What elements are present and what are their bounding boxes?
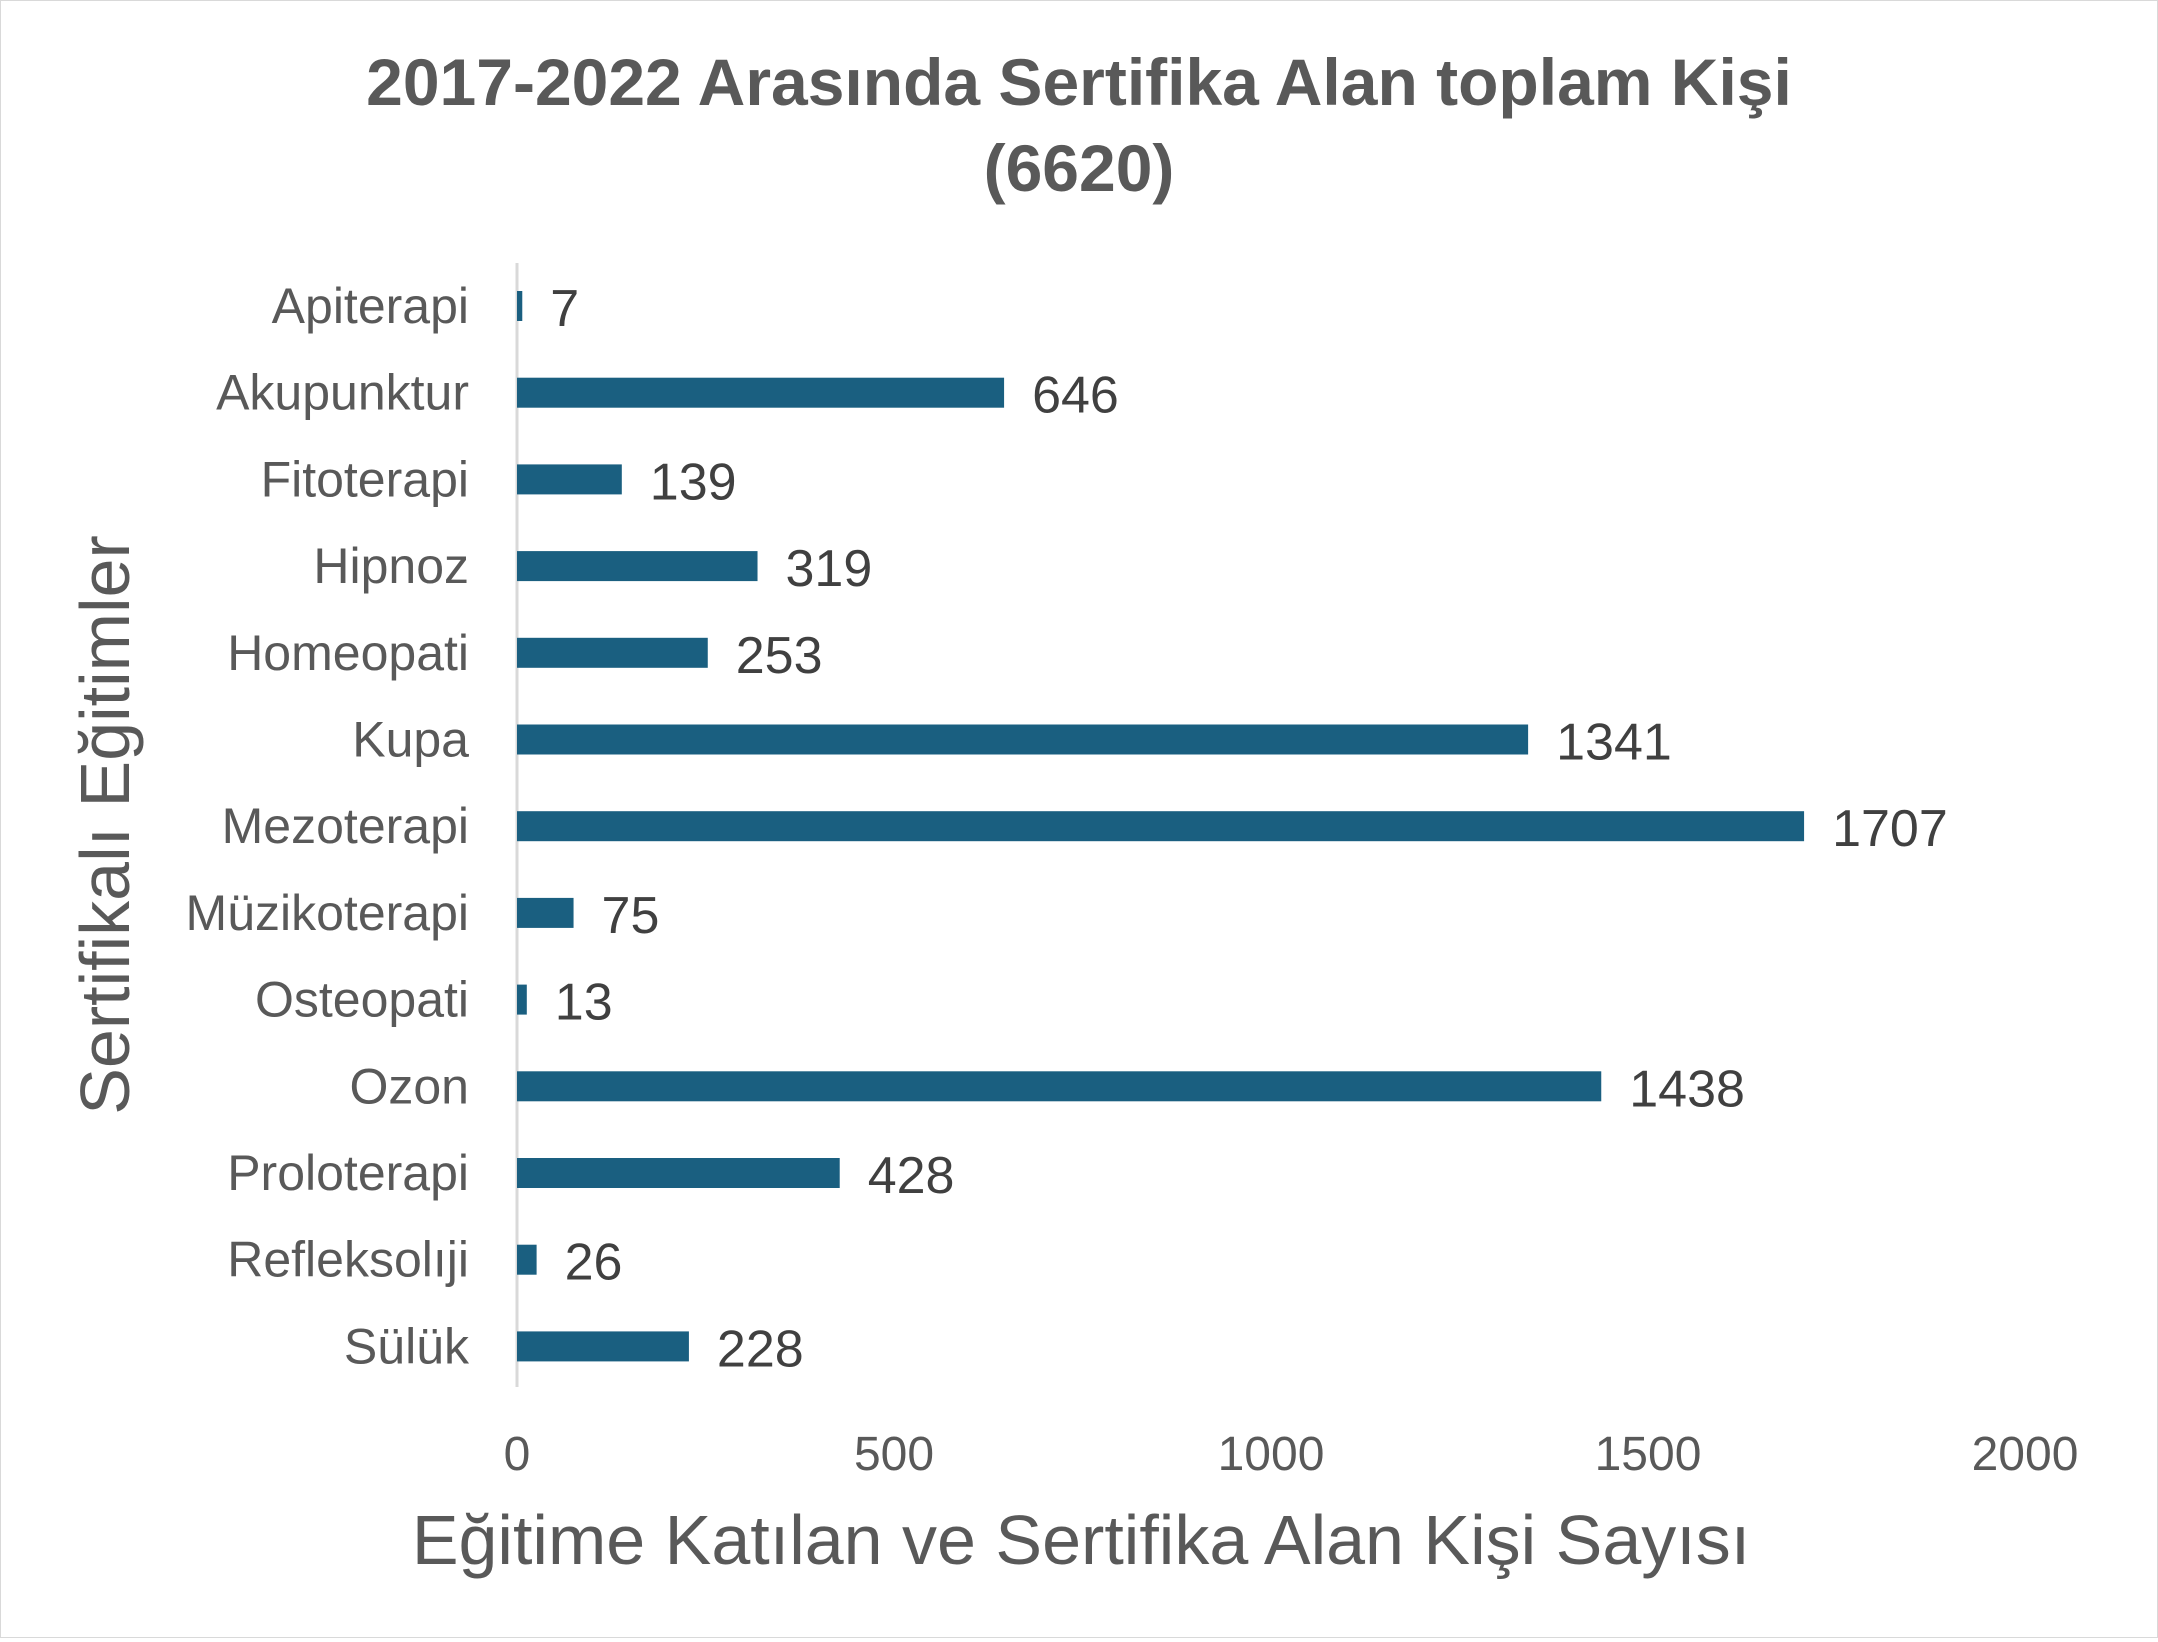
data-label: 428 (868, 1147, 955, 1205)
x-axis-tick-labels: 0 500 1000 1500 2000 (504, 1428, 2079, 1481)
bar (517, 897, 574, 928)
bar (517, 1331, 689, 1362)
data-labels: 7 646 139 319 253 1341 1707 75 13 1438 428 26 228 (550, 280, 1947, 1378)
data-label: 7 (550, 280, 579, 338)
bar (517, 464, 622, 495)
data-label: 1341 (1556, 714, 1672, 772)
data-label: 26 (565, 1234, 623, 1292)
category-label: Refleksolıji (227, 1232, 469, 1288)
category-label: Akupunktur (216, 365, 469, 421)
category-label: Apiterapi (272, 278, 469, 334)
category-label: Kupa (352, 712, 469, 768)
chart-title-line-2: (6620) (984, 131, 1175, 205)
data-label: 646 (1032, 367, 1119, 425)
bar (517, 551, 758, 582)
data-label: 228 (717, 1320, 804, 1378)
bar (517, 1158, 840, 1188)
y-axis-title: Sertifikalı Eğitimler (66, 535, 144, 1115)
x-tick-label: 2000 (1972, 1428, 2079, 1481)
bar (517, 811, 1805, 842)
bar (517, 724, 1529, 755)
data-label: 319 (786, 540, 873, 598)
category-label: Mezoterapi (222, 798, 469, 854)
category-label: Sülük (344, 1318, 470, 1374)
data-label: 139 (650, 453, 737, 511)
category-label: Fitoterapi (261, 451, 469, 507)
bar (517, 637, 708, 668)
data-label: 13 (555, 974, 613, 1032)
data-label: 75 (602, 887, 660, 945)
x-axis-title: Eğitime Katılan ve Sertifika Alan Kişi S… (412, 1501, 1750, 1579)
bar (517, 984, 527, 1015)
data-label: 1707 (1832, 800, 1948, 858)
chart-title-line-1: 2017-2022 Arasında Sertifika Alan toplam… (366, 45, 1792, 119)
category-label: Hipnoz (313, 538, 469, 594)
category-labels: Apiterapi Akupunktur Fitoterapi Hipnoz Homeo… (186, 278, 470, 1374)
category-label: Proloterapi (227, 1145, 469, 1201)
data-label: 253 (736, 627, 823, 685)
bar (517, 377, 1005, 408)
category-label: Homeopati (227, 625, 469, 681)
category-label: Ozon (349, 1058, 469, 1114)
x-tick-label: 1000 (1218, 1428, 1325, 1481)
category-label: Osteopati (255, 972, 469, 1028)
x-tick-label: 0 (504, 1428, 531, 1481)
x-tick-label: 1500 (1595, 1428, 1702, 1481)
data-label: 1438 (1629, 1060, 1745, 1118)
bar (517, 1244, 537, 1275)
x-tick-label: 500 (854, 1428, 934, 1481)
bars-group (517, 291, 1805, 1362)
bar (517, 1071, 1602, 1102)
category-label: Müzikoterapi (186, 885, 469, 941)
bar (517, 291, 523, 321)
